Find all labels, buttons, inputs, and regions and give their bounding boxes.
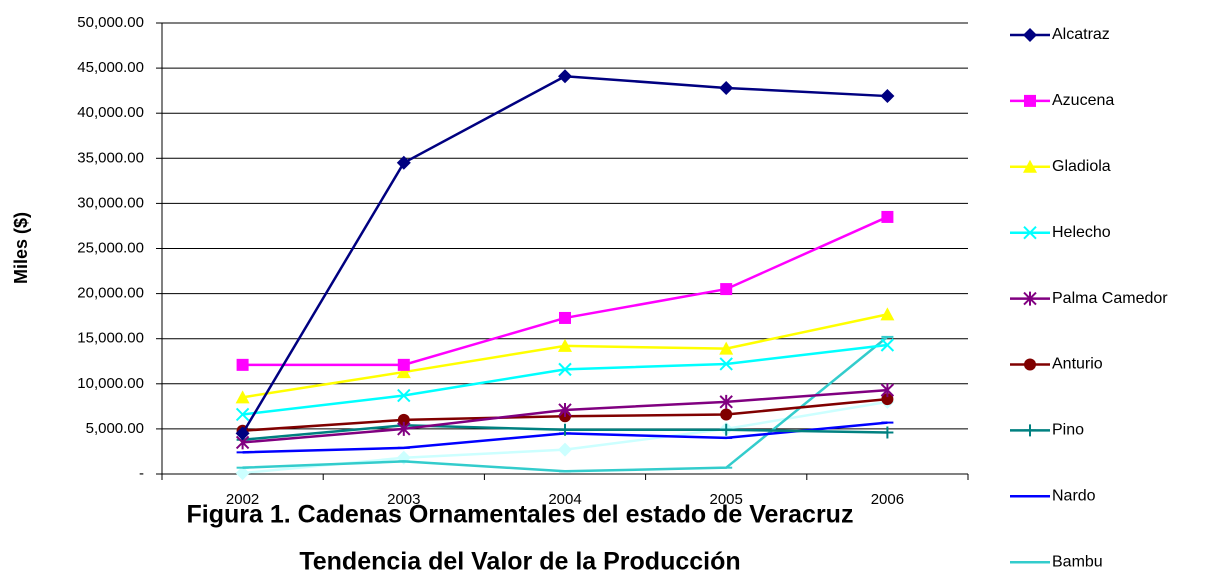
data-point <box>880 307 895 321</box>
y-tick-label: 15,000.00 <box>77 330 144 347</box>
data-point <box>719 341 734 355</box>
data-point <box>558 338 572 352</box>
data-point <box>720 283 733 296</box>
data-point <box>397 421 411 436</box>
data-point <box>720 423 733 436</box>
chart-subtitle: Tendencia del Valor de la Producción <box>299 548 740 575</box>
data-point <box>397 413 410 426</box>
data-point <box>720 408 733 421</box>
data-point <box>880 383 895 398</box>
y-tick-label: 50,000.00 <box>77 14 144 31</box>
data-point <box>397 388 411 403</box>
legend-marker <box>1024 358 1036 371</box>
y-tick-label: 40,000.00 <box>77 104 144 121</box>
y-axis-label: Miles ($) <box>11 212 31 284</box>
x-tick-label: 2002 <box>226 491 259 508</box>
data-point <box>881 426 894 439</box>
data-point <box>235 426 250 441</box>
legend-marker <box>1023 291 1037 306</box>
x-tick-label: 2006 <box>871 491 904 508</box>
x-tick-label: 2004 <box>548 491 581 508</box>
data-point <box>719 394 733 409</box>
legend-label: Azucena <box>1052 92 1114 109</box>
legend-label: Gladiola <box>1052 158 1111 175</box>
data-point <box>558 442 572 457</box>
y-tick-label: 30,000.00 <box>77 194 144 211</box>
x-tick-label: 2005 <box>710 491 743 508</box>
y-tick-label: - <box>139 465 144 482</box>
data-point <box>719 80 734 95</box>
legend-label: Alcatraz <box>1052 26 1110 43</box>
y-tick-label: 5,000.00 <box>86 420 144 437</box>
legend-label: Anturio <box>1052 356 1103 373</box>
x-tick-label: 2003 <box>387 491 420 508</box>
legend-marker <box>1023 225 1037 240</box>
data-point <box>719 357 733 371</box>
y-tick-label: 10,000.00 <box>77 375 144 392</box>
data-point <box>235 390 250 404</box>
data-point <box>558 362 572 377</box>
legend-marker <box>1024 94 1036 107</box>
legend-label: Bambu <box>1052 553 1103 570</box>
data-point <box>881 393 894 406</box>
data-point <box>559 311 571 324</box>
legend-label: Palma Camedor <box>1052 290 1168 307</box>
data-point <box>396 365 411 379</box>
y-tick-label: 45,000.00 <box>77 59 144 76</box>
data-point <box>880 89 895 104</box>
data-point <box>880 338 895 352</box>
data-point <box>235 407 250 422</box>
y-tick-label: 20,000.00 <box>77 285 144 302</box>
legend-marker <box>1023 159 1037 173</box>
data-point <box>397 358 410 371</box>
legend-label: Helecho <box>1052 224 1111 241</box>
legend-marker <box>1024 424 1036 437</box>
legend-label: Pino <box>1052 422 1084 439</box>
y-tick-label: 25,000.00 <box>77 239 144 256</box>
chart-title: Figura 1. Cadenas Ornamentales del estad… <box>187 501 854 529</box>
data-point <box>881 210 894 223</box>
legend-label: Nardo <box>1052 488 1096 505</box>
data-point <box>559 423 571 436</box>
data-point <box>558 69 572 84</box>
data-point <box>558 402 572 417</box>
series-line <box>241 74 888 435</box>
legend-marker <box>1023 28 1037 42</box>
data-point <box>236 358 249 371</box>
y-tick-label: 35,000.00 <box>77 149 144 166</box>
data-point <box>396 155 411 170</box>
data-point <box>235 466 250 481</box>
